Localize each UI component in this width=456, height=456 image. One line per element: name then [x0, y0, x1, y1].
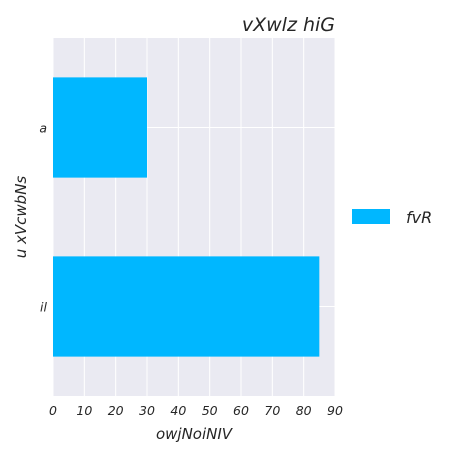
x-tick-labels: 0 10 20 30 40 50 60 70 80 90 [49, 403, 343, 418]
y-axis-label: u xVcwbNs [12, 176, 30, 259]
x-tick-label: 10 [76, 403, 92, 418]
x-tick-label: 90 [327, 403, 343, 418]
x-tick-label: 20 [108, 403, 124, 418]
x-axis-label: owjNoiNIV [156, 425, 234, 443]
y-tick-label: a [39, 121, 47, 136]
bar-a [53, 77, 147, 177]
x-tick-label: 0 [49, 403, 57, 418]
y-tick-labels: a il [39, 121, 47, 315]
x-tick-label: 40 [170, 403, 186, 418]
bar-il [53, 256, 319, 356]
legend-swatch [352, 209, 390, 224]
chart-title: vXwlz hiG [242, 14, 335, 36]
x-tick-label: 70 [264, 403, 280, 418]
legend: fvR [352, 208, 432, 227]
x-tick-label: 50 [202, 403, 218, 418]
legend-label: fvR [406, 208, 432, 227]
x-tick-label: 30 [139, 403, 155, 418]
y-tick-label: il [40, 300, 47, 315]
x-tick-label: 80 [296, 403, 312, 418]
x-tick-label: 60 [233, 403, 249, 418]
